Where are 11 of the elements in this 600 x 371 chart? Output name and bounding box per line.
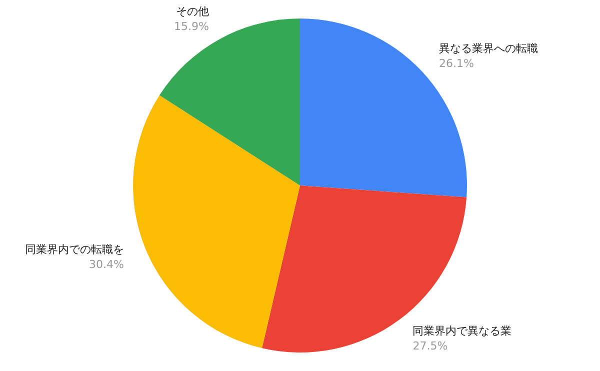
pie-slice xyxy=(159,18,300,186)
pie-slice xyxy=(262,186,467,352)
data-label: 26.1% xyxy=(439,56,474,70)
data-label: 30.4% xyxy=(88,258,124,271)
slice-label: その他 xyxy=(176,4,209,18)
slice-label: 同業界内で異なる業 xyxy=(412,324,512,338)
data-label: 27.5% xyxy=(412,339,448,352)
slice-label: 同業界内での転職を xyxy=(24,242,124,256)
data-label: 15.9% xyxy=(174,20,209,33)
pie-slice xyxy=(133,95,300,348)
slice-label: 異なる業界への転職 xyxy=(439,42,538,55)
